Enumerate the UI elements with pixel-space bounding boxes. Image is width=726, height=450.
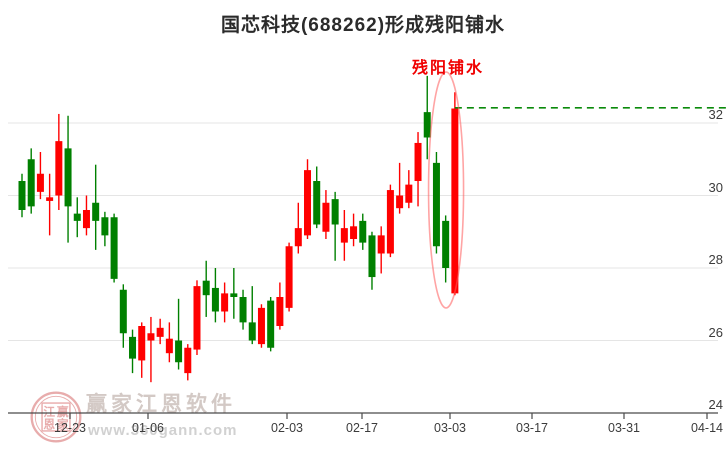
candle-body[interactable] [147,333,155,341]
candle-body[interactable] [368,235,376,278]
candle-body[interactable] [377,235,385,254]
candle-body[interactable] [313,181,321,225]
candle-body[interactable] [396,195,404,209]
candle-body[interactable] [110,217,118,279]
candle-body[interactable] [442,220,450,268]
candle-body[interactable] [202,280,210,296]
candle-body[interactable] [73,213,81,221]
x-tick-label: 03-03 [434,421,466,435]
pattern-annotation-label: 残阳铺水 [411,60,484,77]
candle-body[interactable] [294,228,302,247]
x-tick-label: 03-31 [608,421,640,435]
watermark-brand-text: 赢家江恩软件 [86,393,236,416]
y-tick-label: 24 [708,397,723,412]
candle-body[interactable] [359,220,367,243]
candle-body[interactable] [386,190,394,254]
stamp-char: 恩 [43,419,55,432]
candle-body[interactable] [55,141,63,196]
candle-body[interactable] [423,112,431,138]
chart-title: 国芯科技(688262)形成残阳铺水 [220,15,506,36]
candle-body[interactable] [267,300,275,348]
candle-body[interactable] [276,297,284,326]
candle-body[interactable] [451,108,459,294]
stamp-char: 江 [43,405,55,419]
candle-body[interactable] [129,336,137,359]
candle-body[interactable] [414,142,422,181]
candle-body[interactable] [18,181,26,210]
candle-body[interactable] [221,293,229,312]
watermark-url-text: www.360gann.com [88,422,238,439]
x-tick-label: 03-17 [516,421,548,435]
candle-body[interactable] [350,226,358,239]
candle-body[interactable] [230,293,238,297]
candle-body[interactable] [184,347,192,374]
candle-body[interactable] [46,197,54,201]
candle-body[interactable] [36,173,44,192]
x-tick-label: 02-17 [346,421,378,435]
candle-body[interactable] [405,184,413,203]
candle-body[interactable] [156,327,164,337]
pattern-highlight-ellipse [427,71,465,309]
candle-body[interactable] [101,217,109,236]
candle-body[interactable] [340,228,348,243]
candle-body[interactable] [138,326,146,361]
candle-body[interactable] [285,246,293,308]
candle-body[interactable] [92,202,100,221]
stamp-char: 家 [57,418,69,432]
x-tick-label: 12-23 [54,421,86,435]
candle-body[interactable] [27,159,35,207]
x-tick-label: 01-06 [132,421,164,435]
watermark-stamp-logo: 江 赢 恩 家 [30,391,82,443]
y-tick-label: 30 [708,179,723,195]
candle-body[interactable] [175,340,183,363]
candle-body[interactable] [165,338,173,354]
candle-body[interactable] [119,289,127,334]
candle-body[interactable] [257,307,265,345]
stamp-char: 赢 [57,405,69,419]
candle-body[interactable] [432,162,440,247]
y-tick-label: 26 [708,324,723,340]
candle-body[interactable] [304,170,312,236]
x-tick-label: 02-03 [271,421,303,435]
candle-body[interactable] [193,286,201,350]
candle-body[interactable] [322,202,330,232]
candle-body[interactable] [82,210,90,229]
y-tick-label: 28 [708,252,723,267]
candle-body[interactable] [211,287,219,312]
candle-body[interactable] [331,199,339,225]
y-tick-label: 32 [708,107,723,122]
candle-body[interactable] [239,297,247,323]
x-tick-label: 04-14 [691,421,723,435]
candle-body[interactable] [248,322,256,341]
candle-body[interactable] [64,148,72,207]
